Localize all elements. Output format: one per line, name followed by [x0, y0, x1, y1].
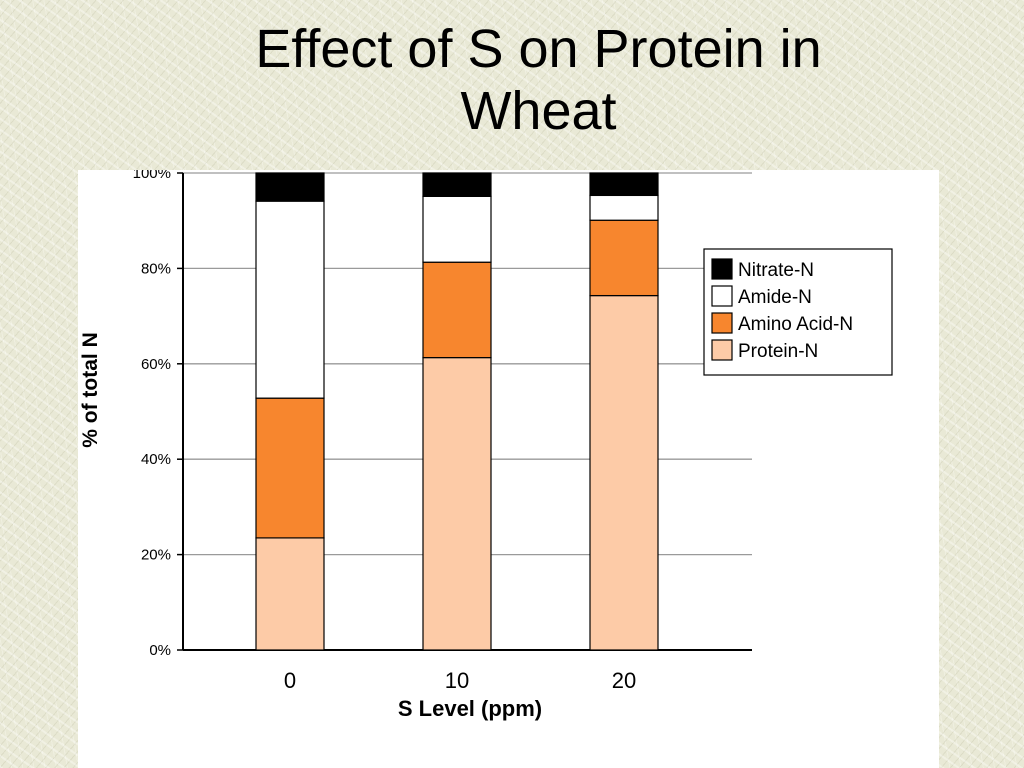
- bar-amino-acid-n-cat-0: [255, 397, 325, 539]
- bar-nitrate-n-cat-10: [422, 172, 492, 197]
- legend-swatch-protein-n: [711, 339, 733, 361]
- bar-amide-n-cat-20: [589, 194, 659, 221]
- x-axis-label: S Level (ppm): [398, 696, 542, 721]
- slide-title-line-1: Effect of S on Protein in: [255, 19, 822, 79]
- legend-swatch-amino-acid-n: [711, 312, 733, 334]
- stacked-bar-chart: 0% 20% 40% 60% 80% 100% 0 10 20 S Level (ppm) % of…: [79, 170, 893, 721]
- bar-amide-n-cat-10: [422, 195, 492, 263]
- bar-amide-n-cat-0: [255, 200, 325, 399]
- y-tick-label: 20%: [141, 547, 171, 564]
- x-tick-label: 20: [612, 668, 636, 693]
- bar-nitrate-n-cat-20: [589, 172, 659, 197]
- bar-nitrate-n-cat-0: [255, 172, 325, 202]
- legend-label-amino-acid-n: Amino Acid-N: [738, 314, 853, 335]
- x-tick-label: 10: [445, 668, 469, 693]
- y-tick-label: 0%: [149, 642, 171, 659]
- x-tick-label: 0: [284, 668, 296, 693]
- y-tick-label: 80%: [141, 260, 171, 277]
- legend-label-amide-n: Amide-N: [738, 287, 812, 308]
- bar-protein-n-cat-20: [589, 294, 659, 651]
- legend-swatch-nitrate-n: [711, 258, 733, 280]
- legend-box: [703, 248, 893, 376]
- y-tick-label: 40%: [141, 451, 171, 468]
- bar-protein-n-cat-0: [255, 537, 325, 651]
- legend-label-protein-n: Protein-N: [738, 341, 818, 362]
- y-tick-label: 100%: [133, 170, 171, 182]
- slide-title-line-2: Wheat: [460, 81, 617, 141]
- legend-swatch-amide-n: [711, 285, 733, 307]
- chart-panel: 0% 20% 40% 60% 80% 100% 0 10 20 S Level (ppm) % of…: [78, 170, 939, 768]
- y-axis-label: % of total N: [79, 332, 102, 448]
- bar-amino-acid-n-cat-10: [422, 261, 492, 359]
- bar-amino-acid-n-cat-20: [589, 219, 659, 297]
- legend-label-nitrate-n: Nitrate-N: [738, 260, 814, 281]
- slide-title: Effect of S on Protein in Wheat: [0, 18, 1024, 142]
- bar-protein-n-cat-10: [422, 356, 492, 651]
- y-tick-label: 60%: [141, 356, 171, 373]
